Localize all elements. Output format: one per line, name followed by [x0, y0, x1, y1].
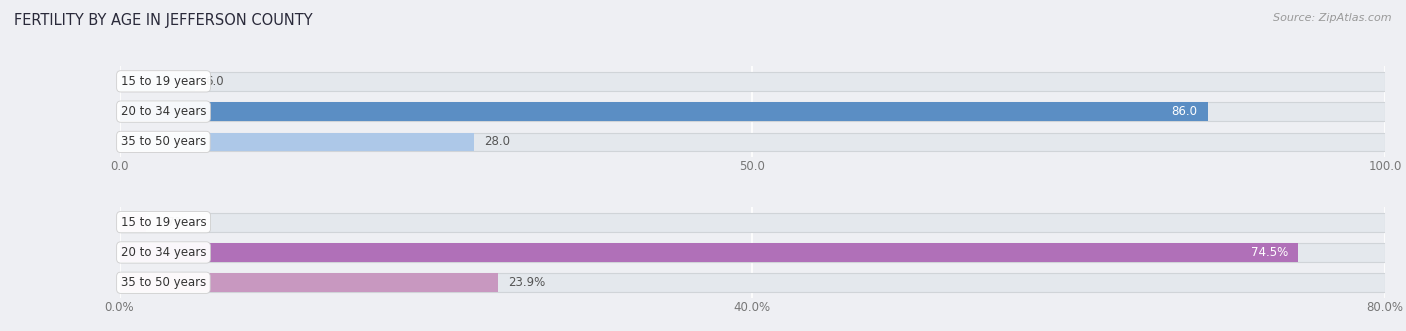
- Bar: [120, 243, 1385, 262]
- Text: 20 to 34 years: 20 to 34 years: [121, 246, 207, 259]
- Text: 74.5%: 74.5%: [1250, 246, 1288, 259]
- Bar: [120, 102, 1385, 121]
- Bar: [120, 132, 474, 151]
- Text: 28.0: 28.0: [484, 135, 510, 148]
- Bar: [120, 213, 146, 232]
- Bar: [120, 273, 498, 292]
- Bar: [120, 243, 1298, 262]
- Text: 6.0: 6.0: [205, 75, 224, 88]
- Text: 86.0: 86.0: [1171, 105, 1198, 118]
- Text: Source: ZipAtlas.com: Source: ZipAtlas.com: [1274, 13, 1392, 23]
- Text: FERTILITY BY AGE IN JEFFERSON COUNTY: FERTILITY BY AGE IN JEFFERSON COUNTY: [14, 13, 312, 28]
- Text: 15 to 19 years: 15 to 19 years: [121, 216, 207, 229]
- Bar: [120, 132, 1385, 151]
- Text: 35 to 50 years: 35 to 50 years: [121, 276, 207, 289]
- Bar: [120, 273, 1385, 292]
- Bar: [120, 72, 195, 91]
- Bar: [120, 213, 1385, 232]
- Text: 1.7%: 1.7%: [156, 216, 187, 229]
- Text: 23.9%: 23.9%: [508, 276, 546, 289]
- Text: 15 to 19 years: 15 to 19 years: [121, 75, 207, 88]
- Bar: [120, 102, 1208, 121]
- Text: 20 to 34 years: 20 to 34 years: [121, 105, 207, 118]
- Bar: [120, 72, 1385, 91]
- Text: 35 to 50 years: 35 to 50 years: [121, 135, 207, 148]
